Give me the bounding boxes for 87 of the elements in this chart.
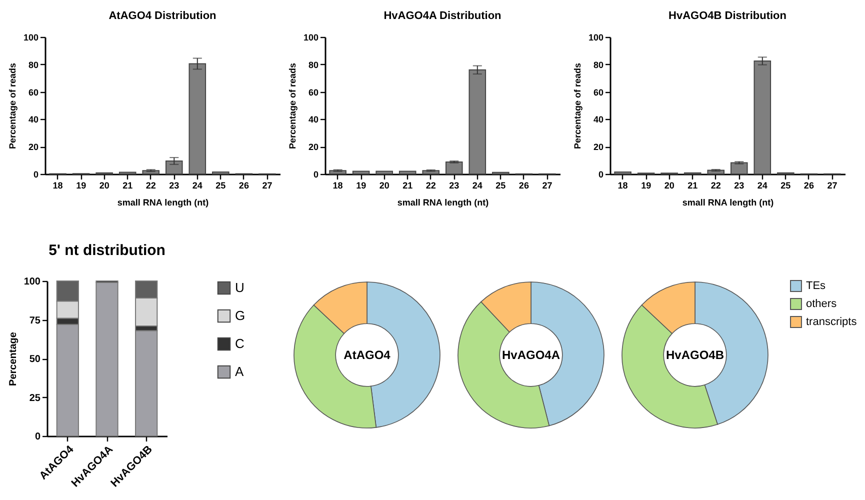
x-tick-label: 25 (216, 180, 226, 190)
legend-label: A (235, 364, 244, 379)
chart-title: AtAGO4 Distribution (108, 10, 217, 22)
y-tick-label: 20 (308, 142, 318, 152)
x-tick-label: 27 (827, 180, 838, 190)
y-axis-title: Percentage of reads (7, 62, 18, 150)
x-tick-label: 19 (356, 180, 366, 190)
x-tick-label: 27 (262, 180, 272, 190)
y-tick-label: 0 (33, 170, 38, 180)
y-axis-title: Percentage (8, 332, 19, 386)
y-tick-label: 80 (308, 60, 318, 70)
x-tick-label: 20 (379, 180, 390, 190)
x-tick-label: 23 (449, 180, 460, 190)
legend-label: C (235, 336, 244, 351)
x-tick-label: 21 (402, 180, 413, 190)
y-tick-label: 25 (29, 392, 41, 404)
x-tick-label: 24 (757, 180, 768, 190)
chart-title: 5' nt distribution (48, 242, 166, 259)
chart-title: HvAGO4A Distribution (384, 10, 502, 22)
y-tick-label: 50 (29, 354, 41, 365)
bar (352, 170, 370, 174)
y-tick-label: 60 (308, 87, 318, 98)
y-tick-label: 80 (28, 60, 38, 70)
bar (445, 161, 463, 174)
x-tick-label: 18 (52, 180, 63, 190)
x-tick-label: 20 (664, 180, 674, 190)
x-tick-label: 18 (618, 180, 628, 190)
legend-label: TEs (806, 280, 826, 292)
legend-label: others (806, 298, 838, 310)
x-tick-label: 26 (238, 180, 249, 190)
x-tick-label: 24 (472, 180, 482, 190)
bar (398, 170, 416, 174)
x-tick-label: 19 (641, 180, 652, 190)
x-tick-label: 26 (518, 180, 529, 190)
bar (376, 170, 393, 174)
legend-label: G (235, 308, 246, 323)
x-tick-label: 25 (496, 180, 506, 190)
x-tick-label: 18 (332, 180, 343, 190)
y-tick-label: 40 (593, 114, 604, 125)
y-tick-label: 60 (593, 87, 604, 98)
y-tick-label: 0 (598, 170, 604, 180)
chart-title: HvAGO4B Distribution (668, 10, 787, 22)
x-tick-label: 22 (426, 180, 436, 190)
y-tick-label: 100 (588, 32, 604, 42)
text: AtAGO4 (344, 348, 391, 362)
x-tick-label: 26 (804, 180, 814, 190)
x-tick-label: 27 (542, 180, 552, 190)
bar (165, 160, 183, 174)
text: HvAGO4A (502, 348, 560, 362)
y-tick-label: 0 (34, 432, 41, 442)
x-axis-title: small RNA length (nt) (117, 198, 209, 208)
x-tick-label: 21 (122, 180, 133, 190)
x-tick-label: 21 (688, 180, 698, 190)
legend-label: U (235, 280, 244, 295)
y-tick-label: 40 (28, 114, 38, 125)
y-tick-label: 100 (23, 32, 38, 42)
bar (754, 60, 772, 174)
x-tick-label: 22 (146, 180, 156, 190)
x-tick-label: 19 (76, 180, 86, 190)
y-tick-label: 60 (28, 87, 38, 98)
x-tick-label: 23 (169, 180, 180, 190)
bar (730, 162, 748, 174)
bar (614, 171, 632, 174)
x-axis-title: small RNA length (nt) (682, 198, 774, 208)
bar (212, 171, 230, 174)
bar (188, 63, 206, 174)
y-tick-label: 100 (303, 32, 318, 42)
bar (468, 69, 486, 174)
x-tick-label: 20 (99, 180, 110, 190)
x-tick-label: 22 (710, 180, 721, 190)
y-tick-label: 100 (24, 276, 41, 288)
y-axis-title: Percentage of reads (572, 62, 582, 150)
y-tick-label: 40 (308, 114, 318, 125)
y-tick-label: 20 (593, 142, 604, 152)
text: HvAGO4B (666, 348, 724, 362)
x-tick-label: 25 (780, 180, 791, 190)
y-tick-label: 75 (29, 315, 41, 326)
bar (96, 282, 118, 436)
x-tick-label: 23 (734, 180, 744, 190)
x-tick-label: 24 (192, 180, 202, 190)
legend-label: transcripts (806, 316, 858, 328)
x-axis-title: small RNA length (nt) (397, 198, 489, 208)
y-tick-label: 80 (593, 60, 604, 70)
y-tick-label: 20 (28, 142, 38, 152)
y-axis-title: Percentage of reads (287, 62, 298, 150)
y-tick-label: 0 (313, 170, 318, 180)
bar (135, 330, 158, 436)
